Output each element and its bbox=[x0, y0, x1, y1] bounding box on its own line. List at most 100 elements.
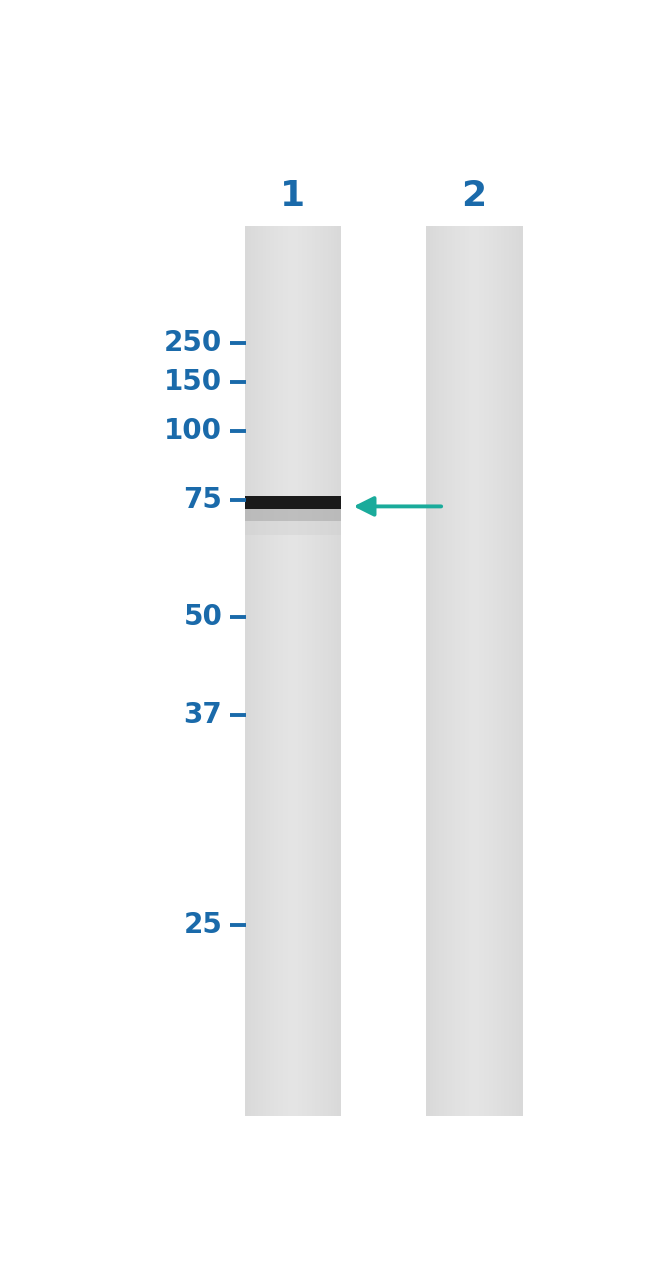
Bar bbox=[287, 226, 289, 1115]
Bar bbox=[454, 226, 456, 1115]
Bar bbox=[280, 226, 282, 1115]
Bar bbox=[439, 226, 441, 1115]
Bar bbox=[466, 226, 468, 1115]
Bar bbox=[448, 226, 450, 1115]
Bar bbox=[479, 226, 481, 1115]
Bar bbox=[469, 226, 471, 1115]
Bar bbox=[317, 226, 319, 1115]
Bar bbox=[318, 226, 320, 1115]
Bar bbox=[246, 226, 249, 1115]
Bar bbox=[250, 226, 252, 1115]
Text: 2: 2 bbox=[462, 179, 487, 213]
Bar bbox=[296, 226, 298, 1115]
Bar bbox=[277, 226, 279, 1115]
Bar bbox=[278, 226, 281, 1115]
Bar bbox=[444, 226, 446, 1115]
Bar bbox=[294, 226, 296, 1115]
Bar bbox=[259, 226, 261, 1115]
Bar bbox=[430, 226, 432, 1115]
Bar bbox=[306, 226, 307, 1115]
Bar bbox=[515, 226, 518, 1115]
Bar bbox=[441, 226, 443, 1115]
Bar bbox=[490, 226, 492, 1115]
Bar bbox=[302, 226, 304, 1115]
Bar bbox=[312, 226, 314, 1115]
Text: 1: 1 bbox=[280, 179, 305, 213]
Bar bbox=[498, 226, 501, 1115]
Bar bbox=[509, 226, 512, 1115]
Bar bbox=[256, 226, 258, 1115]
Bar bbox=[434, 226, 436, 1115]
Bar bbox=[500, 226, 502, 1115]
Bar bbox=[274, 226, 276, 1115]
Bar bbox=[269, 226, 271, 1115]
Bar bbox=[325, 226, 327, 1115]
Bar bbox=[512, 226, 515, 1115]
Bar bbox=[511, 226, 513, 1115]
Bar bbox=[339, 226, 341, 1115]
Bar bbox=[285, 226, 287, 1115]
Bar bbox=[458, 226, 460, 1115]
Bar bbox=[445, 226, 448, 1115]
Bar bbox=[323, 226, 325, 1115]
Bar bbox=[301, 226, 303, 1115]
Bar bbox=[255, 226, 257, 1115]
Bar bbox=[450, 226, 452, 1115]
Bar bbox=[437, 226, 439, 1115]
Bar bbox=[489, 226, 491, 1115]
Bar bbox=[336, 226, 338, 1115]
Bar bbox=[320, 226, 322, 1115]
Bar bbox=[264, 226, 266, 1115]
Bar bbox=[480, 226, 483, 1115]
Bar bbox=[493, 226, 495, 1115]
Bar bbox=[486, 226, 488, 1115]
Bar bbox=[495, 226, 497, 1115]
Bar bbox=[462, 226, 463, 1115]
Bar bbox=[253, 226, 255, 1115]
Bar bbox=[310, 226, 313, 1115]
Bar bbox=[283, 226, 285, 1115]
Bar bbox=[272, 226, 274, 1115]
Bar bbox=[506, 226, 508, 1115]
Bar bbox=[304, 226, 306, 1115]
Bar bbox=[487, 226, 489, 1115]
Bar bbox=[322, 226, 324, 1115]
Bar bbox=[484, 226, 486, 1115]
Text: 100: 100 bbox=[164, 417, 222, 444]
Text: 25: 25 bbox=[183, 911, 222, 939]
Bar bbox=[333, 226, 335, 1115]
Bar bbox=[309, 226, 311, 1115]
Bar bbox=[248, 226, 250, 1115]
Bar bbox=[299, 226, 302, 1115]
Bar bbox=[266, 226, 268, 1115]
Bar bbox=[455, 226, 457, 1115]
Bar bbox=[431, 226, 433, 1115]
Bar bbox=[433, 226, 435, 1115]
Bar bbox=[307, 226, 309, 1115]
Bar bbox=[497, 226, 499, 1115]
Bar bbox=[491, 226, 494, 1115]
Bar bbox=[334, 226, 337, 1115]
Bar bbox=[436, 226, 438, 1115]
Bar bbox=[465, 226, 467, 1115]
Bar bbox=[276, 226, 278, 1115]
Bar bbox=[471, 226, 473, 1115]
Bar bbox=[428, 226, 430, 1115]
Bar bbox=[460, 226, 462, 1115]
Bar bbox=[252, 226, 254, 1115]
Bar bbox=[519, 226, 521, 1115]
Bar bbox=[292, 226, 295, 1115]
Text: 250: 250 bbox=[164, 329, 222, 357]
Bar bbox=[477, 226, 480, 1115]
Text: 75: 75 bbox=[183, 485, 222, 513]
Bar bbox=[330, 226, 332, 1115]
Bar bbox=[245, 226, 247, 1115]
Bar bbox=[474, 226, 476, 1115]
Bar bbox=[514, 226, 516, 1115]
Bar bbox=[447, 226, 449, 1115]
Bar bbox=[258, 226, 260, 1115]
Bar bbox=[331, 226, 333, 1115]
Bar bbox=[473, 226, 474, 1115]
Bar bbox=[270, 226, 272, 1115]
Bar bbox=[263, 226, 265, 1115]
